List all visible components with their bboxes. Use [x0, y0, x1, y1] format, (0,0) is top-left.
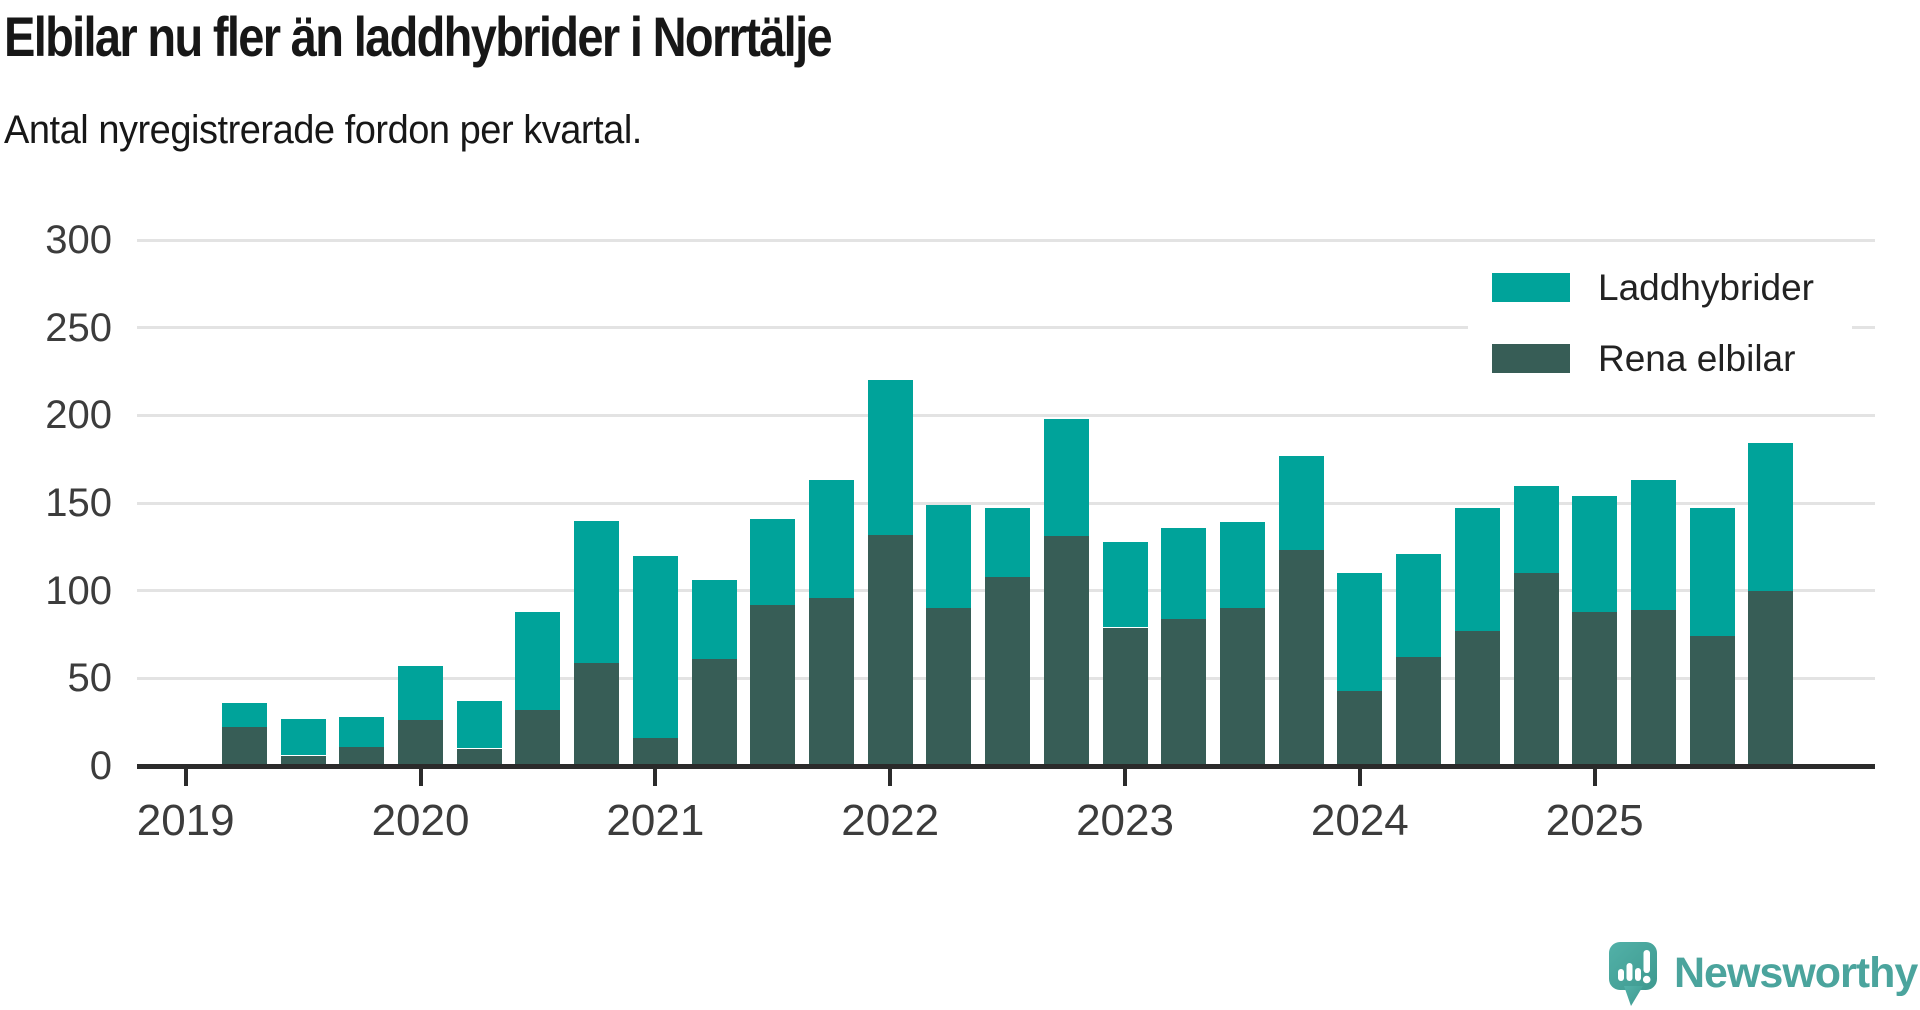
bar-2024-K4-laddhybrider — [1513, 485, 1559, 574]
bar-2024-K4-rena-elbilar — [1513, 573, 1559, 766]
newsworthy-branding: Newsworthy — [1608, 942, 1918, 1008]
bar-2019-K3-laddhybrider — [280, 718, 326, 756]
bar-2019-K2-rena-elbilar — [221, 727, 267, 766]
bar-2020-K1-rena-elbilar — [398, 720, 443, 766]
bar-2024-K2-rena-elbilar — [1396, 657, 1442, 766]
gridline-300 — [137, 238, 1875, 242]
bar-2020-K1-laddhybrider — [398, 666, 443, 721]
x-axis-tick-2025 — [1592, 769, 1597, 786]
x-axis-label-2019: 2019 — [136, 796, 235, 845]
bar-2024-K2-laddhybrider — [1396, 553, 1442, 658]
bar-2021-K3-rena-elbilar — [750, 604, 796, 766]
bar-2022-K4-rena-elbilar — [1043, 536, 1089, 766]
bar-2025-K1-laddhybrider — [1572, 496, 1618, 612]
bar-2024-K1-rena-elbilar — [1337, 690, 1383, 766]
bar-2023-K3-rena-elbilar — [1219, 608, 1265, 766]
bar-2025-K4-laddhybrider — [1748, 443, 1794, 591]
bar-2025-K3-laddhybrider — [1689, 508, 1735, 637]
legend-swatch-rena-elbilar — [1492, 344, 1570, 373]
bar-2021-K2-rena-elbilar — [691, 659, 737, 766]
bar-2022-K2-rena-elbilar — [926, 608, 972, 766]
gridline-250 — [137, 326, 1875, 330]
x-axis-label-2020: 2020 — [371, 796, 470, 845]
bar-2025-K4-rena-elbilar — [1748, 590, 1794, 766]
bar-2023-K3-laddhybrider — [1219, 522, 1265, 609]
bar-2020-K4-laddhybrider — [574, 520, 620, 663]
bar-2020-K3-rena-elbilar — [515, 709, 561, 766]
x-axis-tick-2019 — [183, 769, 188, 786]
bar-2020-K2-rena-elbilar — [456, 748, 502, 766]
y-axis-label-150: 150 — [45, 481, 112, 525]
gridline-150 — [137, 501, 1875, 505]
x-axis-tick-2023 — [1123, 769, 1128, 786]
bar-2025-K2-rena-elbilar — [1630, 610, 1676, 766]
bar-2022-K4-laddhybrider — [1043, 418, 1089, 537]
legend-item-laddhybrider: Laddhybrider — [1492, 267, 1852, 309]
bar-2022-K2-laddhybrider — [926, 504, 972, 609]
bar-2022-K3-laddhybrider — [985, 508, 1031, 577]
bar-2022-K1-laddhybrider — [867, 380, 913, 535]
bar-2021-K3-laddhybrider — [750, 518, 796, 605]
bar-2022-K1-rena-elbilar — [867, 534, 913, 766]
x-axis-tick-2020 — [418, 769, 423, 786]
y-axis-label-50: 50 — [67, 656, 113, 701]
x-axis-label-2021: 2021 — [606, 796, 705, 845]
bar-2019-K4-rena-elbilar — [339, 746, 385, 766]
bar-2023-K4-laddhybrider — [1278, 455, 1324, 551]
newsworthy-wordmark: Newsworthy — [1674, 949, 1918, 997]
bar-2023-K4-rena-elbilar — [1278, 550, 1324, 766]
bar-2019-K3-rena-elbilar — [280, 755, 326, 766]
bar-2019-K4-laddhybrider — [339, 716, 385, 747]
newsworthy-logo-icon — [1609, 942, 1657, 1006]
x-axis-label-2024: 2024 — [1310, 796, 1409, 845]
legend-label-rena-elbilar: Rena elbilar — [1598, 337, 1796, 379]
y-axis-label-250: 250 — [45, 305, 112, 350]
legend-label-laddhybrider: Laddhybrider — [1598, 266, 1814, 308]
legend-swatch-laddhybrider — [1492, 273, 1570, 302]
bar-2025-K3-rena-elbilar — [1689, 636, 1735, 766]
bar-2021-K1-rena-elbilar — [632, 737, 678, 766]
bar-2020-K2-laddhybrider — [456, 701, 502, 749]
x-axis-label-2025: 2025 — [1545, 796, 1644, 845]
y-axis-label-300: 300 — [45, 218, 112, 262]
bar-2020-K3-laddhybrider — [515, 611, 561, 710]
bar-2024-K1-laddhybrider — [1337, 573, 1383, 691]
y-axis-label-200: 200 — [45, 393, 112, 438]
bar-2024-K3-rena-elbilar — [1454, 631, 1500, 766]
y-axis-label-0: 0 — [89, 744, 112, 788]
x-axis-tick-2024 — [1357, 769, 1362, 786]
bar-2020-K4-rena-elbilar — [574, 662, 620, 766]
bar-2022-K3-rena-elbilar — [985, 576, 1031, 766]
x-axis-tick-2022 — [888, 769, 893, 786]
bar-2025-K2-laddhybrider — [1630, 480, 1676, 610]
x-axis-tick-2021 — [653, 769, 658, 786]
x-axis-label-2022: 2022 — [841, 796, 940, 845]
chart-subtitle: Antal nyregistrerade fordon per kvartal. — [4, 108, 642, 152]
x-axis-line — [137, 764, 1875, 769]
bar-2023-K2-laddhybrider — [1161, 527, 1207, 619]
bar-2021-K2-laddhybrider — [691, 580, 737, 659]
y-axis-label-100: 100 — [45, 568, 112, 613]
bar-2021-K4-rena-elbilar — [809, 597, 854, 766]
bar-2023-K1-rena-elbilar — [1102, 627, 1148, 766]
bar-2021-K1-laddhybrider — [632, 555, 678, 738]
legend: Laddhybrider Rena elbilar — [1468, 259, 1852, 387]
chart-title: Elbilar nu fler än laddhybrider i Norrtä… — [4, 5, 833, 68]
bar-2023-K2-rena-elbilar — [1161, 618, 1207, 766]
bar-2023-K1-laddhybrider — [1102, 541, 1148, 628]
x-axis-label-2023: 2023 — [1076, 796, 1174, 845]
bar-2019-K2-laddhybrider — [221, 702, 267, 728]
bar-2024-K3-laddhybrider — [1454, 508, 1500, 631]
legend-item-rena-elbilar: Rena elbilar — [1492, 338, 1852, 380]
gridline-200 — [137, 413, 1875, 417]
bar-2025-K1-rena-elbilar — [1572, 611, 1618, 766]
bar-2021-K4-laddhybrider — [809, 480, 854, 598]
